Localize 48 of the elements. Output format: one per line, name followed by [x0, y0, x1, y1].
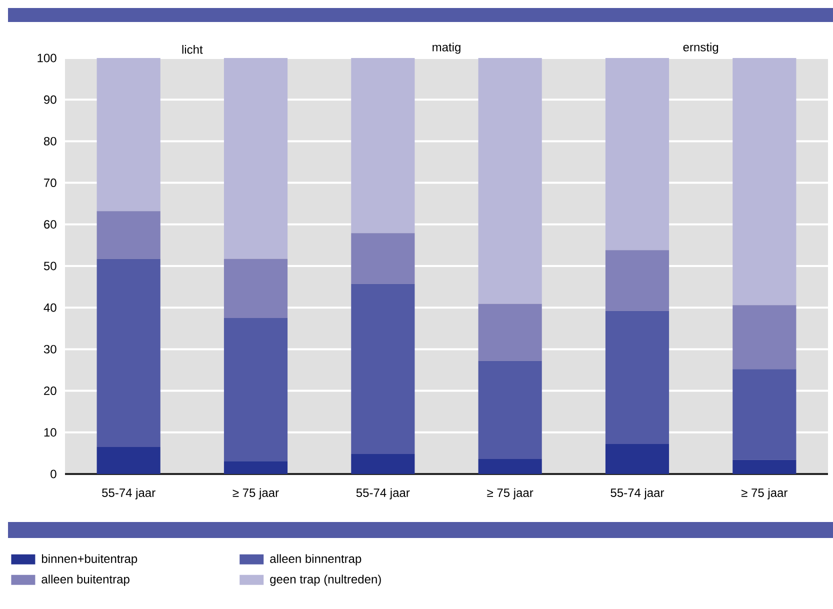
x-tick-label: ≥ 75 jaar [232, 488, 279, 500]
y-tick-label: 50 [44, 262, 56, 270]
bar [605, 250, 670, 311]
y-tick-label: 90 [44, 95, 56, 104]
bar [732, 460, 796, 474]
y-tick-label: 0 [50, 470, 56, 478]
bar [732, 58, 796, 306]
bar [478, 304, 542, 361]
y-tick-label: 10 [44, 428, 56, 437]
bar [96, 446, 160, 474]
bar [478, 459, 542, 474]
bar [351, 454, 415, 474]
y-tick-label: 20 [44, 386, 56, 396]
bar [351, 58, 415, 234]
bar [224, 258, 288, 318]
y-tick-label: 80 [44, 136, 56, 146]
bar [351, 284, 415, 454]
bar [732, 369, 796, 460]
legend-label: alleen binnentrap [270, 554, 362, 566]
x-tick-label: 55-74 jaar [356, 488, 410, 500]
x-tick-label: ≥ 75 jaar [487, 488, 534, 500]
y-tick-label: 60 [44, 220, 56, 229]
y-tick-label: 40 [44, 303, 56, 312]
bar [96, 258, 160, 447]
legend-label: alleen buitentrap [42, 574, 130, 586]
x-tick-label: ≥ 75 jaar [741, 488, 788, 500]
legend-label: geen trap (nultreden) [270, 574, 381, 586]
legend-label: binnen+buitentrap [42, 554, 138, 566]
bar [224, 318, 288, 462]
bar [605, 58, 670, 250]
text: licht [182, 44, 203, 54]
y-tick-label: 100 [38, 54, 56, 62]
bar [96, 211, 160, 259]
y-tick-label: 30 [44, 344, 56, 354]
x-tick-label: 55-74 jaar [102, 488, 156, 500]
bar [351, 233, 415, 284]
text: ernstig [683, 42, 718, 54]
text: matig [432, 42, 460, 54]
bar [478, 360, 542, 460]
bar [96, 58, 160, 212]
bar [605, 310, 670, 444]
bar [732, 305, 796, 370]
bar [224, 58, 288, 259]
x-tick-label: 55-74 jaar [610, 488, 664, 500]
bar [224, 461, 288, 474]
bar [605, 444, 670, 474]
y-tick-label: 70 [44, 178, 56, 188]
bar [478, 58, 542, 304]
